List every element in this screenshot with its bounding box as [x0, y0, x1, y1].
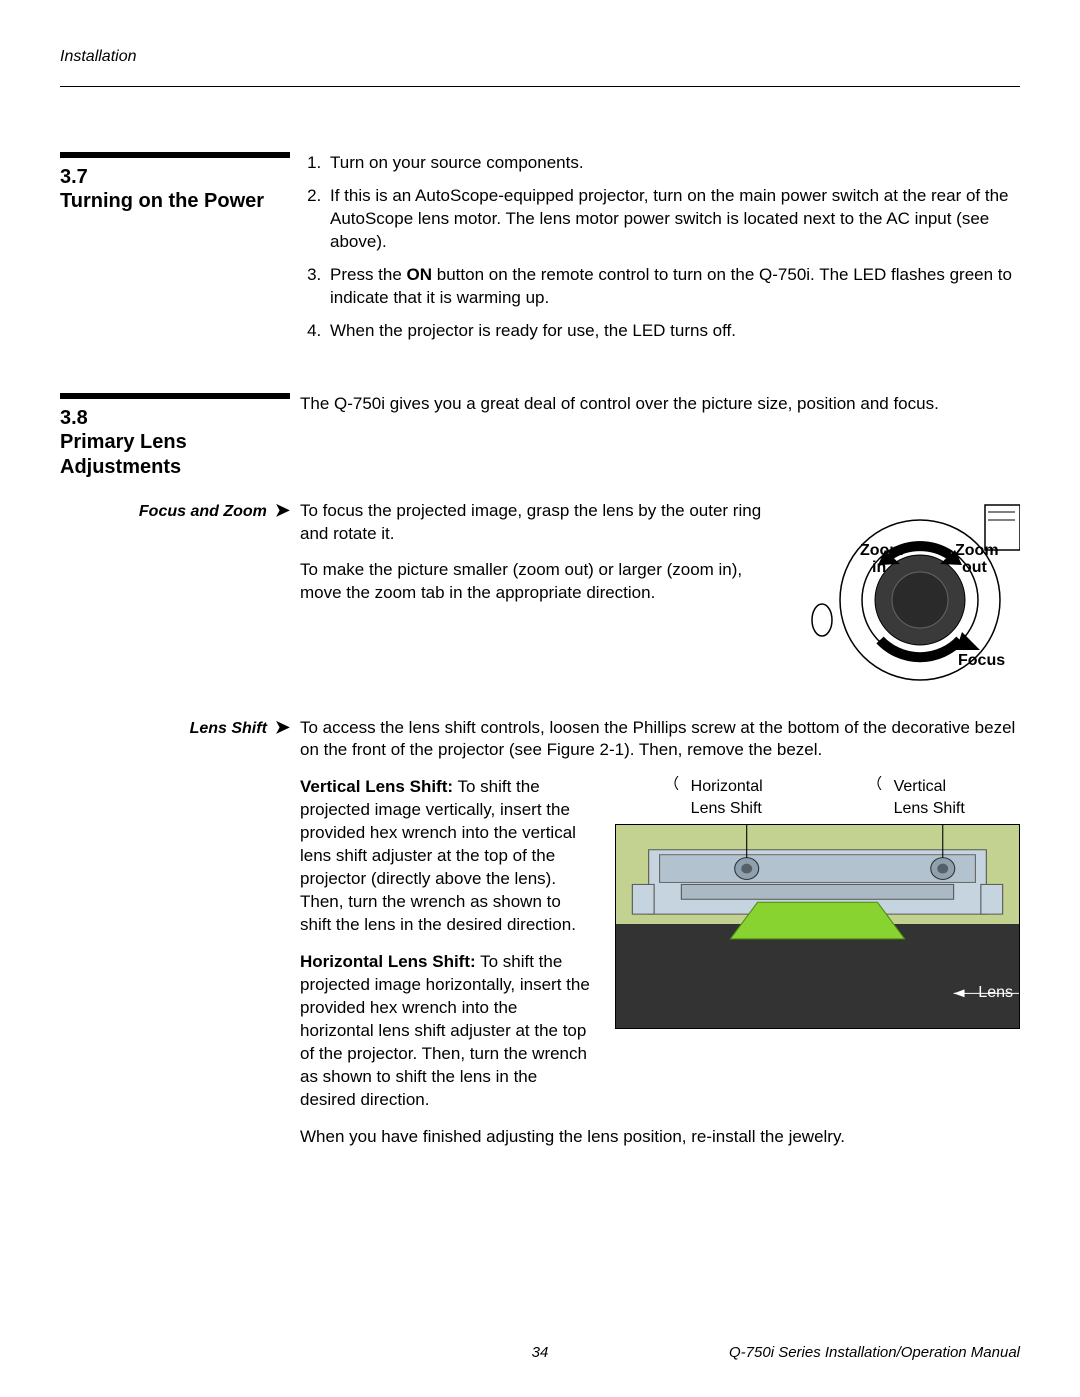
page-header-label: Installation [60, 48, 1020, 66]
focus-zoom-text: To focus the projected image, grasp the … [300, 500, 770, 697]
focus-p2: To make the picture smaller (zoom out) o… [300, 559, 770, 605]
lens-shift-heading: Lens Shift ➤ [60, 717, 300, 738]
lens-shift-intro: To access the lens shift controls, loose… [300, 717, 1020, 763]
section-number: 3.7 [60, 166, 290, 189]
vertical-title: Vertical Lens Shift: [300, 777, 453, 796]
svg-text:Focus: Focus [958, 652, 1005, 669]
svg-text:out: out [962, 559, 988, 576]
section-3-7: 3.7 Turning on the Power Turn on your so… [60, 152, 1020, 353]
lens-shift-text: Vertical Lens Shift: To shift the projec… [300, 776, 595, 1125]
section-3-7-heading: 3.7 Turning on the Power [60, 152, 300, 214]
subsection-lens-shift: Lens Shift ➤ To access the lens shift con… [60, 717, 1020, 1163]
heading-bar [60, 393, 290, 399]
focus-zoom-body: To focus the projected image, grasp the … [300, 500, 1020, 697]
lens-shift-body: To access the lens shift controls, loose… [300, 717, 1020, 1163]
section-3-8: 3.8 Primary Lens Adjustments The Q-750i … [60, 393, 1020, 480]
projector-diagram: Lens [615, 824, 1020, 1029]
svg-text:Zoom: Zoom [955, 542, 999, 559]
callout-horizontal: Horizontal Lens Shift [670, 776, 762, 819]
vertical-text: To shift the projected image vertically,… [300, 777, 576, 934]
section-title: Turning on the Power [60, 189, 290, 214]
callout-vertical: Vertical Lens Shift [873, 776, 965, 819]
page-footer: 34 Q-750i Series Installation/Operation … [60, 1344, 1020, 1361]
lens-callout-label: Lens [978, 982, 1013, 1004]
lens-illustration: Zoom in Zoom out Focus [790, 500, 1020, 697]
horizontal-text: To shift the projected image horizontall… [300, 952, 590, 1109]
section-3-8-intro: The Q-750i gives you a great deal of con… [300, 393, 1020, 416]
manual-title: Q-750i Series Installation/Operation Man… [729, 1344, 1020, 1361]
power-steps: Turn on your source components. If this … [300, 152, 1020, 343]
section-3-7-body: Turn on your source components. If this … [300, 152, 1020, 353]
svg-text:Zoom: Zoom [860, 542, 904, 559]
step-3: Press the ON button on the remote contro… [326, 264, 1020, 310]
arrow-icon: ➤ [275, 717, 290, 737]
step-1: Turn on your source components. [326, 152, 1020, 175]
svg-text:in: in [872, 559, 886, 576]
heading-bar [60, 152, 290, 158]
header-rule [60, 86, 1020, 87]
callout-row: Horizontal Lens Shift Vertical Lens Shif… [615, 776, 1020, 819]
vertical-lens-shift-p: Vertical Lens Shift: To shift the projec… [300, 776, 595, 937]
section-3-8-heading: 3.8 Primary Lens Adjustments [60, 393, 300, 480]
focus-zoom-heading: Focus and Zoom ➤ [60, 500, 300, 521]
section-number: 3.8 [60, 407, 290, 430]
step-2: If this is an AutoScope-equipped project… [326, 185, 1020, 254]
lens-shift-diagram: Horizontal Lens Shift Vertical Lens Shif… [615, 776, 1020, 1028]
subsection-focus-zoom: Focus and Zoom ➤ To focus the projected i… [60, 500, 1020, 697]
step-4: When the projector is ready for use, the… [326, 320, 1020, 343]
section-title: Primary Lens Adjustments [60, 430, 290, 480]
arrow-icon: ➤ [275, 500, 290, 520]
horizontal-title: Horizontal Lens Shift: [300, 952, 476, 971]
sub-label: Lens Shift [190, 720, 267, 737]
page-number: 34 [532, 1344, 549, 1361]
horizontal-lens-shift-p: Horizontal Lens Shift: To shift the proj… [300, 951, 595, 1112]
sub-label: Focus and Zoom [139, 503, 267, 520]
focus-p1: To focus the projected image, grasp the … [300, 500, 770, 546]
lens-shift-outro: When you have finished adjusting the len… [300, 1126, 1020, 1149]
